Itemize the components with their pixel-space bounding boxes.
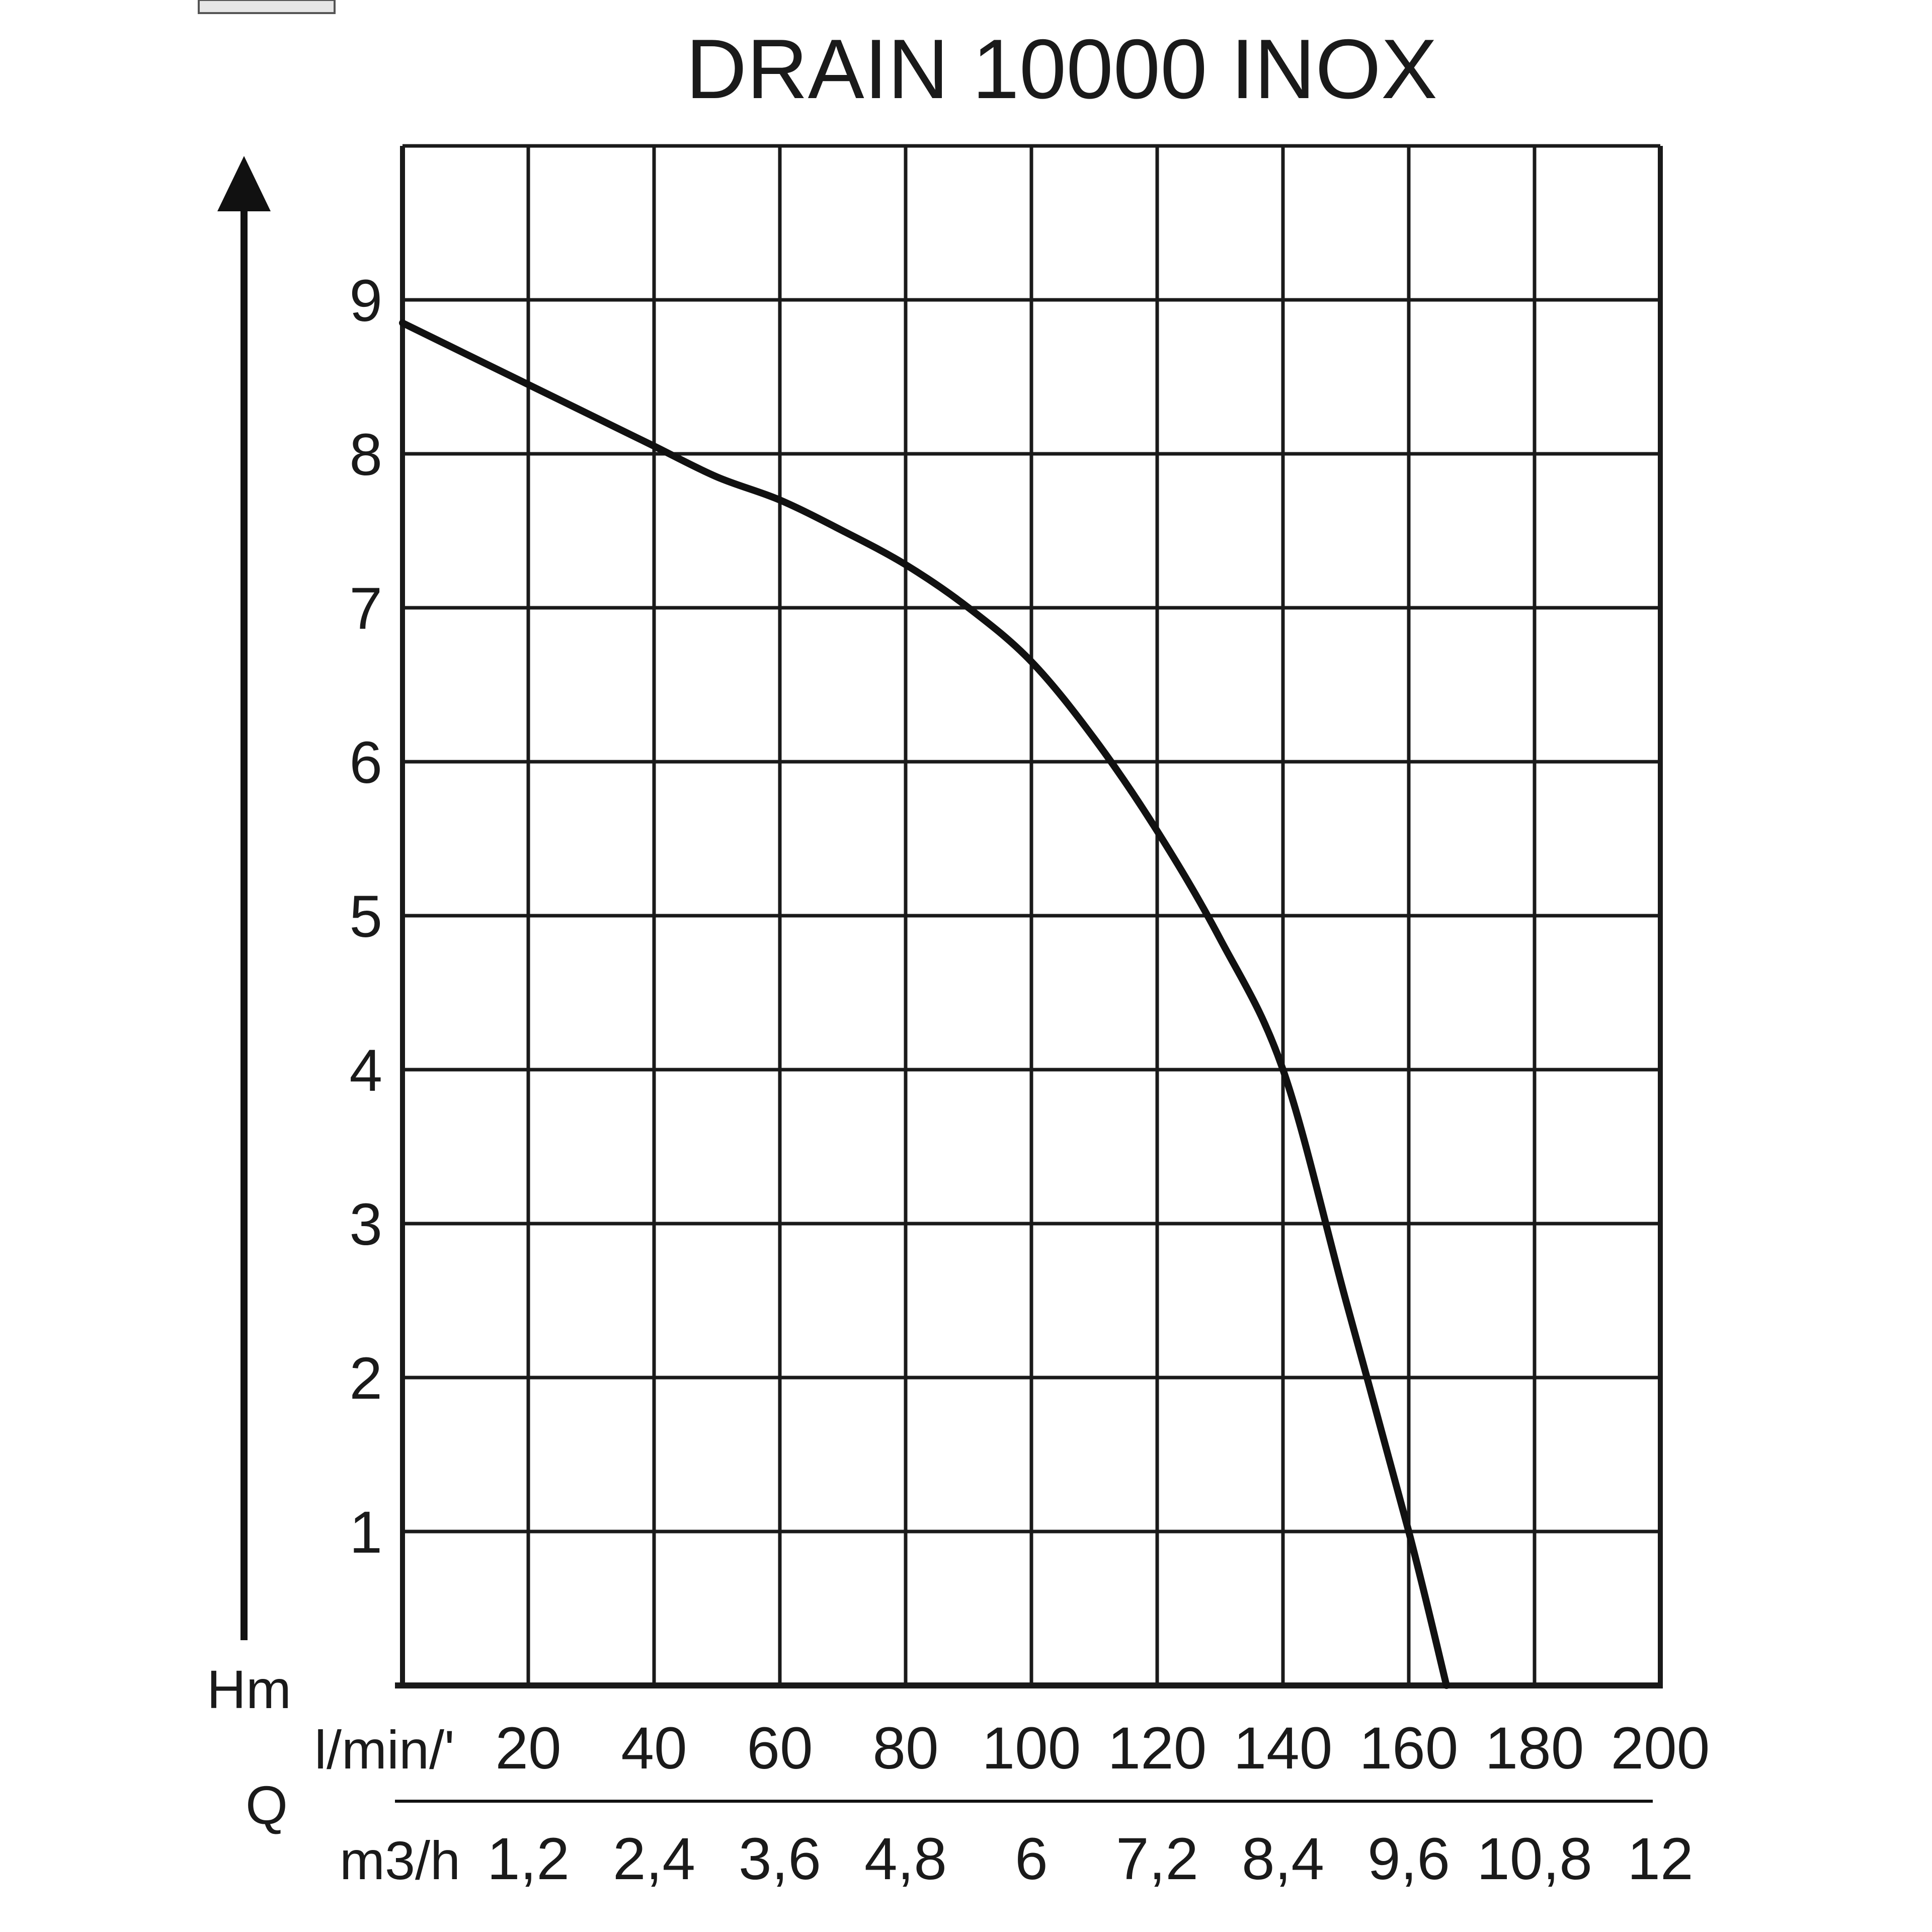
x-tick-label-lmin: 140 [1234,1715,1333,1782]
x-tick-label-m3h: 6 [1015,1826,1048,1892]
y-tick-label: 1 [349,1499,382,1566]
x-primary-unit: l/min/' [314,1719,455,1780]
y-tick-label: 6 [349,730,382,796]
x-tick-label-m3h: 1,2 [487,1826,570,1892]
x-tick-label-lmin: 100 [982,1715,1081,1782]
x-tick-label-m3h: 2,4 [613,1826,695,1892]
x-tick-label-lmin: 180 [1485,1715,1584,1782]
x-tick-label-lmin: 40 [621,1715,687,1782]
x-tick-label-m3h: 7,2 [1116,1826,1198,1892]
x-tick-label-lmin: 20 [495,1715,561,1782]
corner-tab [198,0,336,14]
y-tick-label: 5 [349,883,382,950]
y-tick-label: 2 [349,1345,382,1412]
x-tick-label-m3h: 8,4 [1242,1826,1324,1892]
x-tick-label-m3h: 3,6 [739,1826,821,1892]
y-tick-label: 9 [349,268,382,334]
x-tick-label-m3h: 10,8 [1477,1826,1592,1892]
x-tick-label-m3h: 9,6 [1367,1826,1450,1892]
x-tick-label-m3h: 4,8 [864,1826,947,1892]
chart-title: DRAIN 10000 INOX [686,22,1437,116]
y-tick-label: 4 [349,1037,382,1104]
x-tick-label-m3h: 12 [1627,1826,1693,1892]
x-tick-label-lmin: 120 [1108,1715,1207,1782]
pump-curve-line [399,319,1450,1689]
y-axis-label: Hm [207,1659,291,1720]
y-tick-label: 7 [349,576,382,642]
x-axis-label: Q [246,1775,288,1835]
x-tick-label-lmin: 160 [1359,1715,1459,1782]
x-tick-label-lmin: 80 [872,1715,938,1782]
y-tick-label: 8 [349,422,382,488]
y-axis-arrow [217,156,271,1640]
y-tick-label: 3 [349,1191,382,1258]
x-tick-label-lmin: 200 [1611,1715,1710,1782]
x-secondary-unit: m3/h [340,1830,460,1891]
grid [395,144,1663,1688]
x-tick-label-lmin: 60 [747,1715,813,1782]
